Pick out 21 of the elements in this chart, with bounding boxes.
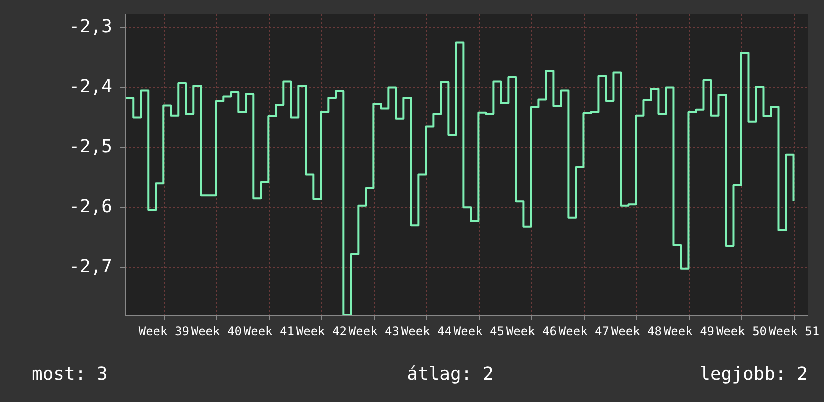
y-tick-label: -2,6 bbox=[69, 196, 112, 218]
y-tick-label: -2,7 bbox=[69, 256, 112, 278]
x-tick-label: Week 47 bbox=[558, 324, 610, 338]
x-tick-label: Week 51 bbox=[768, 324, 820, 338]
text: most: 3 bbox=[32, 364, 108, 385]
x-tick-label: Week 39 bbox=[138, 324, 190, 338]
y-tick-label: -2,5 bbox=[69, 136, 112, 158]
x-tick-label: Week 42 bbox=[296, 324, 347, 338]
x-tick-label: Week 40 bbox=[191, 324, 242, 338]
y-tick-label: -2,4 bbox=[69, 76, 112, 98]
x-tick-label: Week 45 bbox=[454, 324, 504, 338]
text: legjobb: 2 bbox=[700, 364, 808, 385]
x-tick-label: Week 48 bbox=[611, 324, 662, 338]
text: átlag: 2 bbox=[407, 364, 494, 385]
x-tick-label: Week 41 bbox=[244, 324, 294, 338]
x-tick-label: Week 49 bbox=[664, 324, 715, 338]
x-tick-label: Week 50 bbox=[716, 324, 768, 338]
x-tick-label: Week 44 bbox=[401, 324, 452, 338]
y-tick-label: -2,3 bbox=[69, 16, 112, 38]
x-tick-label: Week 46 bbox=[506, 324, 557, 338]
x-tick-label: Week 43 bbox=[348, 324, 400, 338]
